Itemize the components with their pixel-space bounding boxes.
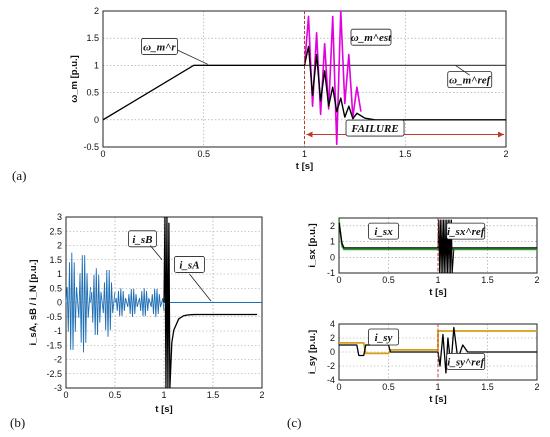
annotation-west-box — [350, 28, 392, 46]
panel-label: (a) — [12, 168, 26, 183]
x-tick-label: 1 — [435, 275, 440, 285]
y-axis-label: i_sA, sB / i_N [p.u.] — [28, 259, 39, 345]
y-axis-label: i_sx [p.u.] — [307, 223, 318, 267]
y-tick-label: -1.5 — [46, 340, 62, 350]
annotation-isA-box — [174, 256, 205, 273]
x-tick-label: 1 — [302, 149, 307, 159]
y-tick-label: 0 — [57, 298, 62, 308]
annotation-isB-box — [128, 230, 157, 248]
y-tick-label: 1 — [330, 237, 335, 247]
annotation-isx-box — [368, 222, 399, 240]
y-tick-label: 2 — [330, 333, 335, 343]
y-tick-label: 1.5 — [86, 33, 99, 43]
annotation-failure-box — [345, 119, 405, 137]
y-tick-label: 3 — [57, 212, 62, 222]
chart-c2: 0 0.5 1 1.5 2 -4 -2 0 2 4 t [s] i_sy [p.u.] i_sy i_sy… — [307, 319, 540, 405]
y-tick-label: -3 — [54, 383, 62, 393]
annotation-isyref: i_sy^ref — [447, 357, 485, 369]
y-tick-label: 2 — [57, 241, 62, 251]
arrow-head-left — [306, 131, 313, 138]
series-line-isx — [338, 222, 537, 249]
y-axis-label: ω_m [p.u.] — [69, 55, 80, 103]
annotation-isxref-box — [446, 222, 486, 240]
x-tick-label: 1.5 — [481, 275, 494, 285]
y-tick-label: 0.5 — [49, 283, 62, 293]
series-isA-segment — [65, 252, 91, 353]
x-axis-label: t [s] — [296, 161, 313, 172]
panel-label: (c) — [287, 415, 301, 430]
y-tick-label: -1 — [54, 326, 62, 336]
x-tick-label: 2 — [259, 390, 264, 400]
x-tick-label: 0.5 — [382, 275, 395, 285]
x-tick-label: 0 — [100, 149, 105, 159]
x-tick-label: 2 — [534, 275, 539, 285]
y-tick-label: 2 — [94, 6, 99, 16]
annotation-failure: FAILURE — [350, 123, 398, 135]
x-tick-label: 0 — [336, 382, 341, 392]
series-isA-segment — [90, 268, 116, 337]
leader-line — [455, 65, 470, 76]
y-tick-label: 0 — [330, 347, 335, 357]
series-isA-segment — [114, 288, 165, 317]
x-tick-label: 0 — [336, 275, 341, 285]
chart-b: 0 0.5 1 1.5 2 -3 -2.5 -2 -1.5 -1 -0.5 0 0.5 1 1.5 2 2.5 3… — [28, 212, 265, 415]
x-axis-label: t [s] — [429, 394, 446, 405]
y-tick-label: -2 — [54, 355, 62, 365]
x-tick-label: 0.5 — [109, 390, 122, 400]
x-axis-label: t [s] — [429, 287, 446, 298]
x-axis-label: t [s] — [155, 404, 172, 415]
annotation-wr: ω_m^r — [143, 41, 176, 53]
y-tick-label: -2 — [327, 361, 335, 371]
series-line-wm — [303, 45, 506, 121]
y-axis-label: i_sy [p.u.] — [307, 330, 318, 374]
x-tick-label: 0.5 — [382, 382, 395, 392]
annotation-west: ω_m^est — [351, 32, 392, 44]
arrow-head-right — [498, 131, 504, 138]
y-tick-label: 2.5 — [49, 226, 62, 236]
leader-line — [177, 49, 208, 65]
series-line-wr — [102, 64, 305, 121]
series-line-isy — [339, 326, 537, 374]
annotation-wr-box — [141, 38, 178, 55]
y-tick-label: 2 — [330, 221, 335, 231]
annotation-isB: i_sB — [132, 234, 152, 246]
x-tick-label: 0.5 — [197, 149, 210, 159]
y-tick-label: 0 — [94, 115, 99, 125]
x-tick-label: 1.5 — [481, 382, 494, 392]
y-tick-label: 4 — [330, 319, 335, 329]
y-tick-label: -0.5 — [83, 142, 99, 152]
annotation-isx: i_sx — [374, 226, 393, 238]
y-tick-label: 1 — [94, 60, 99, 70]
x-tick-label: 2 — [503, 149, 508, 159]
panel-label: (b) — [10, 415, 25, 430]
x-tick-label: 2 — [534, 382, 539, 392]
leader-line — [189, 273, 212, 302]
annotation-isA: i_sA — [179, 259, 199, 271]
annotation-isxref: i_sx^ref — [447, 226, 486, 238]
x-tick-label: 1.5 — [399, 149, 412, 159]
y-tick-label: 1.5 — [49, 255, 62, 265]
series-isx-burst — [437, 219, 455, 274]
annotation-wref: ω_m^ref — [449, 75, 491, 87]
y-tick-label: -1 — [327, 268, 335, 278]
y-tick-label: 0.5 — [86, 88, 99, 98]
x-tick-label: 1.5 — [207, 390, 220, 400]
annotation-wref-box — [447, 71, 493, 89]
x-tick-label: 0 — [63, 390, 68, 400]
annotation-isy: i_sy — [375, 332, 393, 344]
annotation-isy-box — [368, 328, 399, 346]
y-tick-label: 1 — [57, 269, 62, 279]
leader-line — [149, 245, 163, 261]
x-tick-label: 1 — [161, 390, 166, 400]
x-tick-label: 1 — [435, 382, 440, 392]
y-tick-label: 0 — [330, 252, 335, 262]
series-isB — [163, 216, 258, 389]
chart-a: 0 0.5 1 1.5 2-0.500.511.52t [s]ω_m [p.u.]ω_m… — [69, 6, 509, 172]
y-tick-label: -2.5 — [46, 369, 62, 379]
y-tick-label: -4 — [327, 375, 335, 385]
y-tick-label: -0.5 — [46, 312, 62, 322]
annotation-isyref-box — [446, 353, 486, 370]
